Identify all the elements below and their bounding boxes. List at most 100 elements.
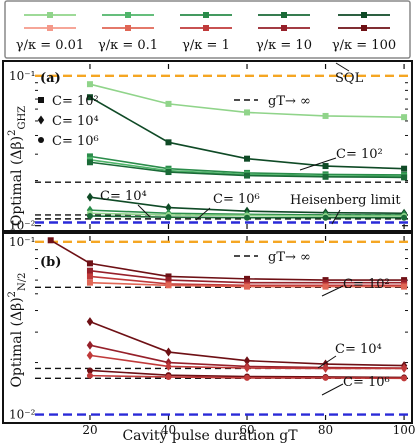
data-point <box>401 165 408 172</box>
y-tick-label: 10⁻² <box>9 219 36 233</box>
data-point <box>47 237 54 244</box>
x-tick-label: 60 <box>239 423 254 437</box>
plot-b: 10⁻¹ 10⁻² 20 40 60 80 100 gT→ ∞ C= 10² C= 10⁴ C= 1… <box>9 235 415 437</box>
data-point <box>401 214 408 221</box>
data-point <box>400 363 408 373</box>
data-point <box>165 347 172 357</box>
data-point <box>322 374 329 381</box>
data-point <box>86 279 93 286</box>
legend: γ/κ = 0.01 γ/κ = 0.1 γ/κ = 1 γ/κ = 10 γ/κ = … <box>4 0 411 59</box>
data-point <box>86 153 93 160</box>
marker-key-label: C= 10⁴ <box>52 114 99 129</box>
data-point <box>322 163 329 170</box>
legend-marker-green <box>125 12 131 18</box>
legend-marker-green <box>47 12 53 18</box>
legend-items: γ/κ = 0.01 γ/κ = 0.1 γ/κ = 1 γ/κ = 10 γ/κ = … <box>16 12 396 53</box>
svg-text:Optimal (Δβ)2N/2: Optimal (Δβ)2N/2 <box>7 272 28 387</box>
sql-label: SQL <box>335 71 364 86</box>
data-point <box>86 213 93 220</box>
data-point <box>165 214 172 221</box>
annotation-leader <box>317 355 337 369</box>
x-tick-label: 100 <box>393 423 415 437</box>
data-point <box>401 114 408 121</box>
heisenberg-label: Heisenberg limit <box>290 193 401 208</box>
legend-marker-red <box>361 25 367 31</box>
data-point <box>86 340 94 350</box>
plot-a: 10⁻¹ 10⁻² SQL gT→ ∞ C= 10² C= 10⁴ C= 10⁶ C= 10²… <box>9 62 408 233</box>
x-tick-label: 40 <box>161 423 176 437</box>
data-point <box>322 112 329 119</box>
data-point <box>165 373 172 380</box>
panel-b-ylabel-sup: 2 <box>7 291 18 297</box>
legend-label: γ/κ = 0.1 <box>98 38 158 53</box>
data-point <box>86 192 94 202</box>
data-point <box>165 282 172 289</box>
asymptote-key-label: gT→ ∞ <box>268 250 311 265</box>
annotation-leader <box>321 285 344 297</box>
data-point <box>165 139 172 146</box>
annotation-label: C= 10⁶ <box>213 192 260 207</box>
panel-b-frame <box>2 232 413 424</box>
data-point <box>86 273 93 280</box>
annotation-label: C= 10⁴ <box>100 189 147 204</box>
data-point <box>244 214 251 221</box>
annotation-leader <box>195 207 211 221</box>
data-point <box>86 350 94 360</box>
data-point <box>401 283 408 290</box>
sql-leader <box>335 62 350 72</box>
annotation-leader <box>137 204 151 218</box>
legend-marker-red <box>125 25 131 31</box>
data-point <box>244 374 251 381</box>
data-point <box>86 81 93 88</box>
data-point <box>165 100 172 107</box>
data-point <box>165 277 172 284</box>
y-tick-label: 10⁻¹ <box>9 235 35 249</box>
data-point <box>86 159 93 166</box>
panel-b-ylabel-main: Optimal (Δβ) <box>9 297 25 387</box>
annotation-label: C= 10⁶ <box>343 375 390 390</box>
legend-marker-green <box>281 12 287 18</box>
data-point <box>86 260 93 267</box>
data-point <box>322 363 329 373</box>
heisenberg-leader <box>331 209 341 225</box>
data-point <box>86 367 93 374</box>
data-point <box>165 203 172 213</box>
data-point <box>86 317 94 327</box>
data-point <box>86 267 93 274</box>
data-point <box>401 375 408 382</box>
data-point <box>244 155 251 162</box>
data-point <box>401 174 408 181</box>
annotation-leader <box>299 157 337 171</box>
legend-marker-red <box>203 25 209 31</box>
data-point <box>322 173 329 180</box>
annotation-label: C= 10² <box>343 277 390 292</box>
marker-key-label: C= 10² <box>52 94 99 109</box>
x-tick-label: 20 <box>82 423 97 437</box>
data-point <box>244 109 251 116</box>
data-point <box>244 283 251 290</box>
data-point <box>243 356 251 366</box>
data-point <box>165 361 172 371</box>
marker-key-icon <box>37 115 45 125</box>
panel-b-label: (b) <box>40 255 61 270</box>
panel-a-frame <box>2 60 413 232</box>
asymptote-key-label: gT→ ∞ <box>268 94 311 109</box>
panel-a-label: (a) <box>40 71 61 86</box>
series-line <box>50 239 405 281</box>
panel-a-ylabel-sub: GHZ <box>17 106 28 130</box>
data-point <box>86 372 93 379</box>
panel-a-ylabel-sup: 2 <box>7 130 18 136</box>
legend-label: γ/κ = 0.01 <box>16 38 84 53</box>
legend-label: γ/κ = 10 <box>256 38 312 53</box>
data-point <box>165 273 172 280</box>
annotation-label: C= 10² <box>336 147 383 162</box>
data-point <box>322 283 329 290</box>
legend-marker-red <box>281 25 287 31</box>
data-point <box>165 169 172 176</box>
panel-b-ylabel-sub: N/2 <box>17 272 28 290</box>
panel-a: 10⁻¹ 10⁻² SQL gT→ ∞ C= 10² C= 10⁴ C= 10⁶ C= 10²… <box>2 60 413 233</box>
panel-a-ylabel-main: Optimal (Δβ) <box>9 136 25 226</box>
data-point <box>244 275 251 282</box>
panel-b-ylabel: Optimal (Δβ)2N/2 <box>7 272 28 387</box>
data-point <box>243 363 251 373</box>
